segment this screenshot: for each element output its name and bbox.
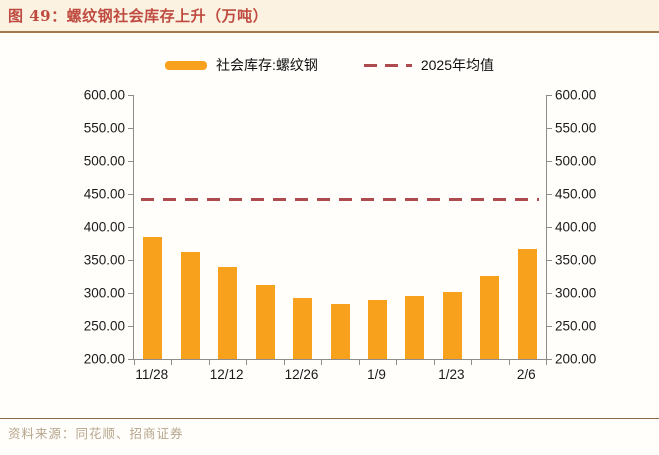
- x-axis-label: 2/6: [516, 367, 536, 382]
- y-axis-label: 350.00: [555, 252, 597, 268]
- mean-reference-line: [141, 198, 539, 202]
- y-axis-tick: [128, 293, 133, 294]
- y-axis-tick: [128, 95, 133, 96]
- x-axis-tick: [508, 360, 510, 365]
- y-axis-tick: [128, 227, 133, 228]
- bar: [293, 297, 313, 359]
- legend-label-mean: 2025年均值: [420, 57, 495, 73]
- legend-label-inventory: 社会库存:螺纹钢: [215, 57, 318, 73]
- x-axis-tick: [433, 360, 435, 365]
- dashed-line-swatch-icon: [363, 63, 412, 67]
- bar: [218, 267, 238, 359]
- y-axis-tick: [547, 359, 552, 360]
- y-axis-tick: [547, 227, 552, 228]
- x-axis-tick: [546, 360, 547, 365]
- y-axis-label: 250.00: [83, 318, 125, 334]
- x-axis-tick: [134, 360, 135, 365]
- y-axis-tick: [128, 194, 133, 195]
- y-axis-label: 550.00: [555, 120, 597, 136]
- x-axis-tick: [208, 360, 210, 365]
- x-axis-label: 1/9: [367, 367, 386, 382]
- bar-swatch-icon: [164, 60, 207, 70]
- y-axis-tick: [128, 326, 133, 327]
- x-axis-tick: [396, 360, 398, 365]
- y-axis-tick: [547, 161, 552, 162]
- y-axis-label: 500.00: [83, 153, 125, 169]
- page-title: 图 49：螺纹钢社会库存上升（万吨）: [8, 7, 269, 25]
- y-axis-label: 200.00: [555, 351, 597, 367]
- legend-item-mean: 2025年均值: [363, 55, 495, 75]
- x-axis-tick: [283, 360, 285, 365]
- y-axis-label: 450.00: [83, 186, 125, 202]
- chart-legend: 社会库存:螺纹钢 2025年均值: [0, 53, 659, 77]
- bar: [442, 291, 462, 359]
- y-axis-label: 300.00: [83, 285, 125, 301]
- y-axis-label: 200.00: [83, 351, 125, 367]
- y-axis-label: 400.00: [555, 219, 597, 235]
- y-axis-label: 400.00: [83, 219, 125, 235]
- y-axis-tick: [128, 128, 133, 129]
- bar: [330, 304, 350, 359]
- y-axis-tick: [547, 128, 552, 129]
- x-axis-tick: [246, 360, 248, 365]
- title-divider: [0, 31, 659, 33]
- x-axis-label: 12/26: [284, 367, 319, 382]
- y-axis-label: 600.00: [555, 87, 597, 103]
- x-axis-label: 12/12: [209, 367, 244, 382]
- bar: [480, 275, 500, 359]
- y-axis-tick: [547, 95, 552, 96]
- legend-item-inventory: 社会库存:螺纹钢: [164, 55, 318, 75]
- y-axis-tick: [128, 260, 133, 261]
- y-axis-label: 350.00: [83, 252, 125, 268]
- footer-divider: [0, 418, 659, 419]
- y-axis-tick: [547, 260, 552, 261]
- bar: [180, 252, 200, 359]
- source-note: 资料来源：同花顺、招商证券: [8, 427, 184, 441]
- x-axis-tick: [321, 360, 323, 365]
- y-axis-tick: [547, 293, 552, 294]
- x-axis-tick: [471, 360, 473, 365]
- bar: [143, 236, 163, 359]
- y-axis-tick: [547, 194, 552, 195]
- bar: [255, 285, 275, 359]
- x-axis-tick: [171, 360, 173, 365]
- y-axis-label: 300.00: [555, 285, 597, 301]
- y-axis-tick: [547, 326, 552, 327]
- x-axis-label: 11/28: [135, 367, 169, 382]
- y-axis-tick: [128, 359, 133, 360]
- header-band: [0, 0, 659, 31]
- y-axis-label: 250.00: [555, 318, 597, 334]
- plot-area: [128, 95, 552, 365]
- y-axis-label: 500.00: [555, 153, 597, 169]
- bar: [405, 296, 425, 359]
- x-axis-label: 1/23: [438, 367, 465, 382]
- x-axis-tick: [358, 360, 360, 365]
- y-axis-tick: [128, 161, 133, 162]
- y-axis-label: 450.00: [555, 186, 597, 202]
- y-axis-label: 550.00: [83, 120, 125, 136]
- bar: [517, 249, 537, 359]
- bar: [367, 299, 387, 359]
- y-axis-label: 600.00: [83, 87, 125, 103]
